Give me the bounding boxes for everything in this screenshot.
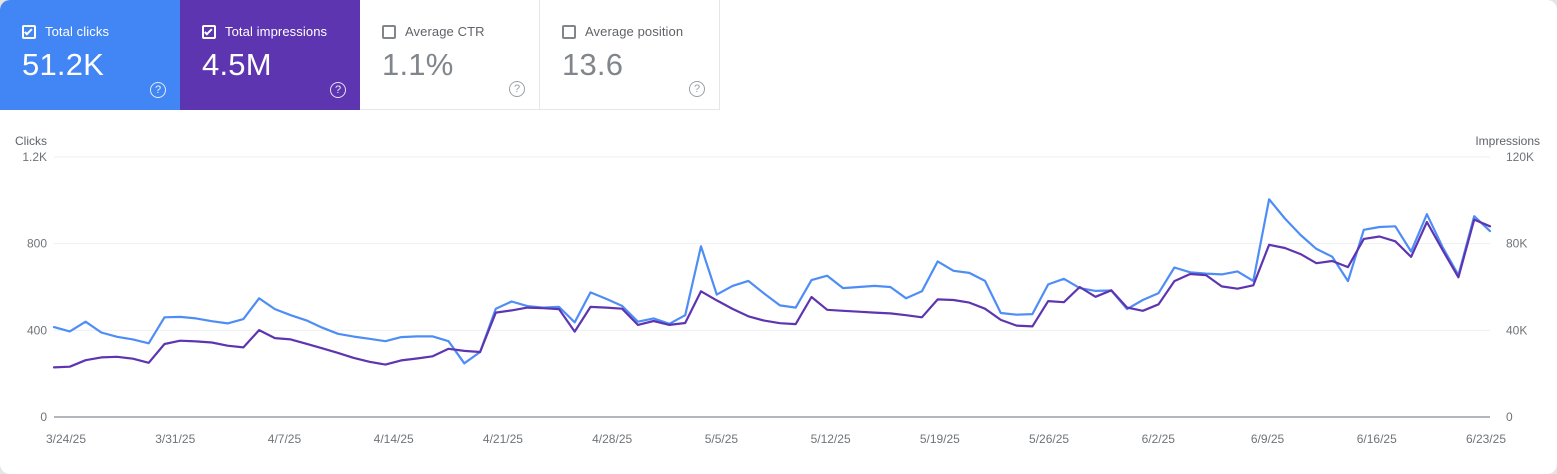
- left-axis-tick-label: 400: [27, 323, 47, 337]
- x-axis-tick-label: 3/24/25: [46, 432, 86, 446]
- help-icon[interactable]: ?: [330, 82, 346, 98]
- right-axis-tick-label: 80K: [1506, 237, 1527, 251]
- card-total-clicks[interactable]: Total clicks 51.2K ?: [0, 0, 180, 110]
- metric-cards: Total clicks 51.2K ? Total impressions 4…: [0, 0, 720, 110]
- x-axis-tick-label: 6/16/25: [1357, 432, 1397, 446]
- help-icon[interactable]: ?: [689, 81, 705, 97]
- card-label: Average position: [585, 24, 684, 39]
- total-clicks-value: 51.2K: [22, 47, 105, 82]
- x-axis-tick-label: 4/28/25: [592, 432, 632, 446]
- card-average-position[interactable]: Average position 13.6 ?: [540, 0, 720, 110]
- x-axis-tick-label: 4/14/25: [374, 432, 414, 446]
- left-axis-tick-label: 800: [27, 237, 47, 251]
- card-total-impressions[interactable]: Total impressions 4.5M ?: [180, 0, 360, 110]
- average-position-value: 13.6: [562, 47, 624, 82]
- impressions-line[interactable]: [52, 218, 1492, 369]
- average-ctr-value: 1.1%: [382, 47, 454, 82]
- x-axis-tick-label: 5/12/25: [811, 432, 851, 446]
- card-label: Total impressions: [225, 24, 328, 39]
- total-impressions-checkbox[interactable]: [202, 24, 216, 39]
- card-label: Average CTR: [405, 24, 485, 39]
- x-axis-tick-label: 6/2/25: [1142, 432, 1176, 446]
- x-axis-tick-label: 6/9/25: [1251, 432, 1285, 446]
- left-axis-title: Clicks: [15, 134, 47, 148]
- x-axis-tick-label: 4/7/25: [268, 432, 302, 446]
- left-axis-tick-label: 1.2K: [22, 150, 47, 164]
- average-ctr-checkbox[interactable]: [382, 24, 396, 39]
- help-icon[interactable]: ?: [509, 81, 525, 97]
- right-axis-tick-label: 40K: [1506, 323, 1527, 337]
- x-axis-tick-label: 5/5/25: [705, 432, 739, 446]
- card-average-ctr[interactable]: Average CTR 1.1% ?: [360, 0, 540, 110]
- x-axis-tick-label: 3/31/25: [155, 432, 195, 446]
- help-icon[interactable]: ?: [150, 82, 166, 98]
- total-impressions-value: 4.5M: [202, 47, 272, 82]
- right-axis-tick-label: 120K: [1506, 150, 1534, 164]
- average-position-checkbox[interactable]: [562, 24, 576, 39]
- x-axis-tick-label: 6/23/25: [1466, 432, 1506, 446]
- total-clicks-checkbox[interactable]: [22, 24, 36, 39]
- x-axis-tick-label: 5/19/25: [920, 432, 960, 446]
- x-axis-tick-label: 4/21/25: [483, 432, 523, 446]
- clicks-line[interactable]: [52, 198, 1492, 365]
- left-axis-tick-label: 0: [40, 410, 47, 424]
- right-axis-tick-label: 0: [1506, 410, 1513, 424]
- card-label: Total clicks: [45, 24, 110, 39]
- right-axis-title: Impressions: [1475, 134, 1540, 148]
- x-axis-tick-label: 5/26/25: [1029, 432, 1069, 446]
